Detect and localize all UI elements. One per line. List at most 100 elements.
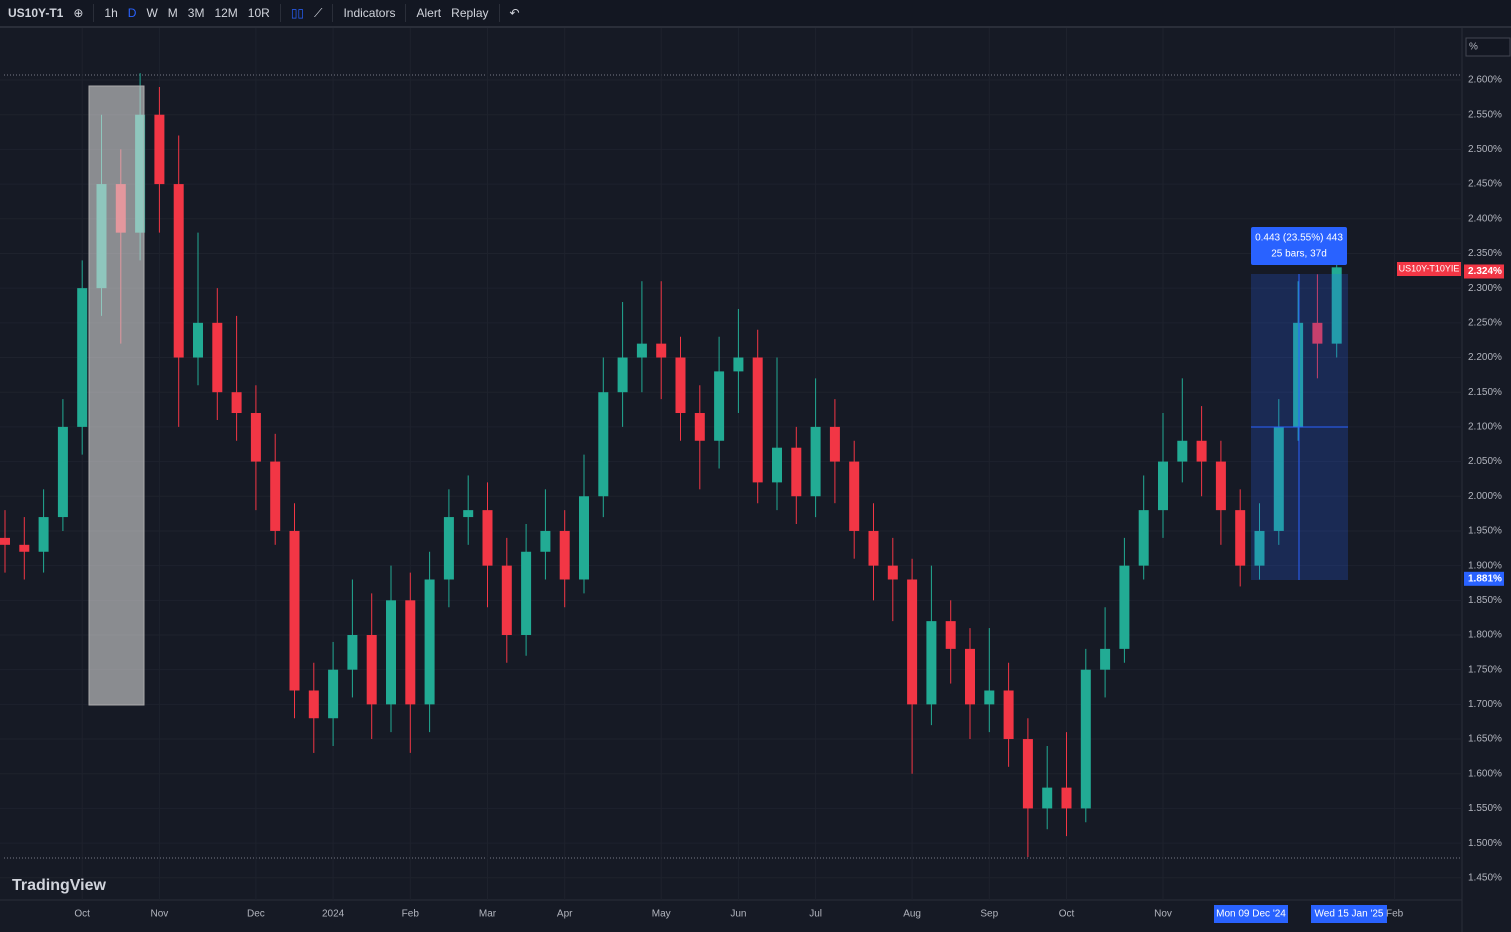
interval[interactable]: M <box>167 6 178 20</box>
candle-body <box>1293 322 1304 427</box>
candle-body <box>405 600 416 705</box>
interval[interactable]: 12M <box>214 6 238 20</box>
y-tick-label: 2.350% <box>1468 248 1502 259</box>
candle-body <box>270 461 281 531</box>
indicators[interactable]: Indicators <box>343 6 396 20</box>
candle-body <box>173 184 184 358</box>
x-tick-label: Dec <box>247 909 265 920</box>
candle-body <box>57 426 68 518</box>
interval[interactable]: 1h <box>104 6 118 20</box>
candle-body <box>289 530 300 691</box>
chart-type[interactable]: ⟋ <box>314 5 323 20</box>
candle-body <box>1080 669 1091 809</box>
candle-body <box>154 114 165 185</box>
candle-body <box>926 621 937 705</box>
y-tick-label: 1.800% <box>1468 630 1502 641</box>
measure-text: 0.443 (23.55%) 443 <box>1255 233 1343 244</box>
y-tick-label: 2.150% <box>1468 387 1502 398</box>
candle-body <box>463 510 474 518</box>
candle-body <box>887 565 898 580</box>
candle-body <box>38 517 49 552</box>
candle-body <box>965 648 975 705</box>
candle-body <box>791 447 802 497</box>
candle-body <box>308 690 319 719</box>
candle-body <box>1158 461 1168 511</box>
x-tick-label: Feb <box>1386 909 1404 920</box>
price-label: 2.324% <box>1468 266 1502 277</box>
candle-body <box>675 357 686 414</box>
candle-body <box>1177 440 1188 462</box>
candle-body <box>0 537 10 545</box>
x-tick-label: Mar <box>479 909 497 920</box>
x-tick-label: Nov <box>151 909 169 920</box>
series-label-bg <box>1397 262 1461 276</box>
candle-body <box>868 530 879 566</box>
candle-body <box>386 600 396 705</box>
x-tick-label: Oct <box>74 909 90 920</box>
candle-body <box>1042 787 1053 809</box>
candle-body <box>1196 440 1207 462</box>
y-tick-label: 2.400% <box>1468 213 1502 224</box>
y-tick-label: 1.500% <box>1468 838 1502 849</box>
interval[interactable]: 3M <box>187 6 205 20</box>
alert[interactable]: Alert <box>416 6 442 20</box>
interval[interactable]: D <box>127 6 137 20</box>
candle-body <box>424 579 435 705</box>
y-tick-label: 2.300% <box>1468 283 1502 294</box>
candle-body <box>907 579 918 705</box>
candle-body <box>540 530 551 552</box>
candle-body <box>1003 690 1014 740</box>
y-tick-label: 1.700% <box>1468 699 1502 710</box>
unit-box[interactable] <box>1465 37 1511 57</box>
y-tick-label: 2.500% <box>1468 144 1502 155</box>
watermark: TradingView <box>12 877 107 894</box>
candle-body <box>1022 739 1033 809</box>
candle-body <box>250 413 261 462</box>
interval[interactable]: 10R <box>247 6 270 20</box>
y-tick-label: 2.050% <box>1468 456 1502 467</box>
candle-body <box>1331 267 1342 344</box>
chart-type[interactable]: ▯▯ <box>290 6 305 20</box>
candle-body <box>984 690 995 705</box>
candle-body <box>636 343 647 358</box>
separator <box>93 4 95 22</box>
price-label: 1.881% <box>1468 573 1502 584</box>
x-tick-label: Aug <box>903 909 921 920</box>
measure-text: 25 bars, 37d <box>1271 249 1327 260</box>
interval[interactable]: W <box>146 6 158 20</box>
candle-body <box>733 357 744 372</box>
candle-body <box>772 447 782 483</box>
separator <box>332 4 334 22</box>
candle-body <box>1119 565 1130 649</box>
series-label: US10Y-T10YIE <box>1399 263 1460 273</box>
separator <box>405 4 407 22</box>
candle-body <box>1061 787 1072 809</box>
separator <box>279 4 281 22</box>
candle-body <box>1312 322 1323 344</box>
y-tick-label: 2.450% <box>1468 179 1502 190</box>
candle-body <box>521 551 532 636</box>
candle-body <box>945 621 956 649</box>
candle-body <box>1235 510 1246 566</box>
crosshair-label-bg <box>1311 905 1387 923</box>
replay[interactable]: Replay <box>451 6 489 20</box>
candle-body <box>77 288 88 427</box>
candle-body <box>849 461 860 531</box>
candle-body <box>656 343 667 358</box>
candle-body <box>1100 648 1111 670</box>
add-symbol[interactable]: ⊕ <box>73 6 84 20</box>
y-tick-label: 2.100% <box>1468 422 1502 433</box>
y-tick-label: 2.000% <box>1468 491 1502 502</box>
symbol[interactable]: US10Y-T1 <box>8 6 64 20</box>
candle-body <box>19 544 30 552</box>
undo[interactable]: ↶ <box>509 6 520 20</box>
plot-bg <box>0 28 1462 900</box>
y-tick-label: 1.900% <box>1468 560 1502 571</box>
candle-body <box>694 413 705 441</box>
drawn-rectangle[interactable] <box>88 85 145 706</box>
candle-body <box>231 392 242 414</box>
candle-body <box>482 510 493 566</box>
intervals: 1h D W M 3M 12M 10R <box>104 6 269 20</box>
y-tick-label: 1.550% <box>1468 803 1502 814</box>
